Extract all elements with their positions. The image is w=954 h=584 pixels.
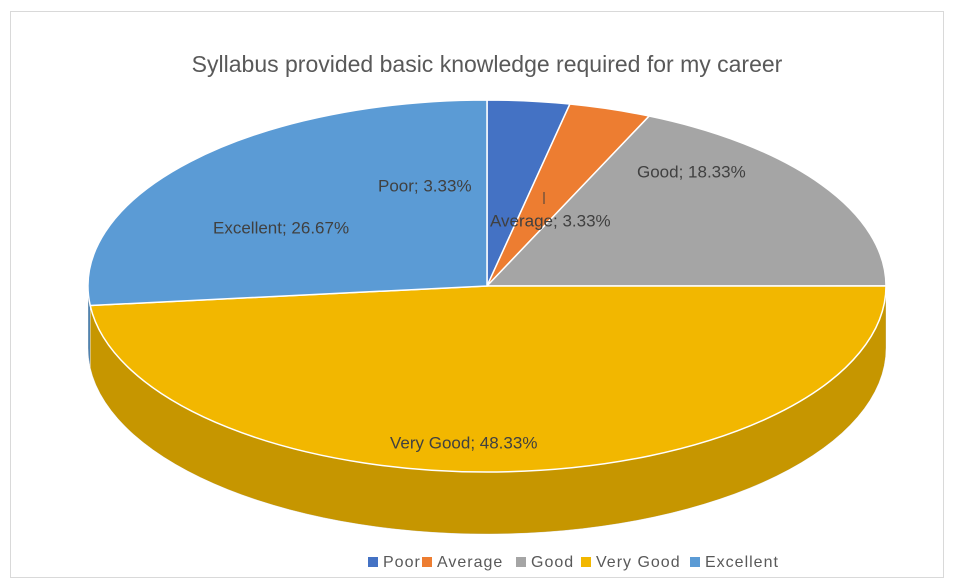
- data-labels: Poor; 3.33% Average; 3.33% Good; 18.33% Ver…: [213, 162, 746, 452]
- legend-swatch: [422, 557, 432, 567]
- pie-slice: [89, 285, 887, 473]
- legend: Poor Average Good Very Good Excellent: [368, 554, 779, 571]
- legend-label: Very Good: [596, 554, 681, 571]
- legend-label: Poor: [383, 554, 421, 571]
- legend-swatch: [368, 557, 378, 567]
- data-label: Excellent; 26.67%: [213, 218, 349, 237]
- chart-title: Syllabus provided basic knowledge requir…: [192, 51, 783, 77]
- pie-slice: [87, 99, 488, 307]
- legend-swatch: [581, 557, 591, 567]
- legend-swatch: [516, 557, 526, 567]
- data-label: Poor; 3.33%: [378, 176, 472, 195]
- pie-slice: [485, 115, 887, 287]
- legend-label: Excellent: [705, 554, 779, 571]
- side-shade: [90, 286, 886, 534]
- pie-tops: [87, 99, 887, 473]
- data-label: Average; 3.33%: [490, 211, 611, 230]
- legend-label: Good: [531, 554, 574, 571]
- data-label: Very Good; 48.33%: [390, 433, 537, 452]
- data-label: Good; 18.33%: [637, 162, 746, 181]
- legend-label: Average: [437, 554, 503, 571]
- legend-swatch: [690, 557, 700, 567]
